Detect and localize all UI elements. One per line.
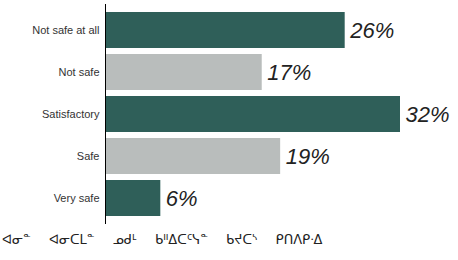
svg-text:Not safe at all: Not safe at all bbox=[32, 24, 99, 36]
svg-text:19%: 19% bbox=[286, 144, 330, 169]
svg-text:Safe: Safe bbox=[77, 150, 100, 162]
svg-text:6%: 6% bbox=[166, 186, 198, 211]
svg-text:26%: 26% bbox=[349, 18, 394, 43]
svg-text:Very safe: Very safe bbox=[54, 192, 100, 204]
html-text:ᐊᓂᓐ ᐊᓂᑕᒪᓐ ᓄᑯᒻ ᑲᐦᐃᑕᑦᓭᓐ ᑲᔪᑕᔅ ᑭᑎᐱ: ᐊᓂᓐ ᐊᓂᑕᒪᓐ ᓄᑯᒻ ᑲᐦᐃᑕᑦᓭᓐ ᑲᔪᑕᔅ ᑭᑎᐱᑭᐧᐃ bbox=[2, 232, 323, 247]
svg-text:17%: 17% bbox=[267, 60, 311, 85]
svg-text:Satisfactory: Satisfactory bbox=[42, 108, 100, 120]
svg-text:Not safe: Not safe bbox=[59, 66, 100, 78]
svg-text:32%: 32% bbox=[406, 102, 450, 127]
